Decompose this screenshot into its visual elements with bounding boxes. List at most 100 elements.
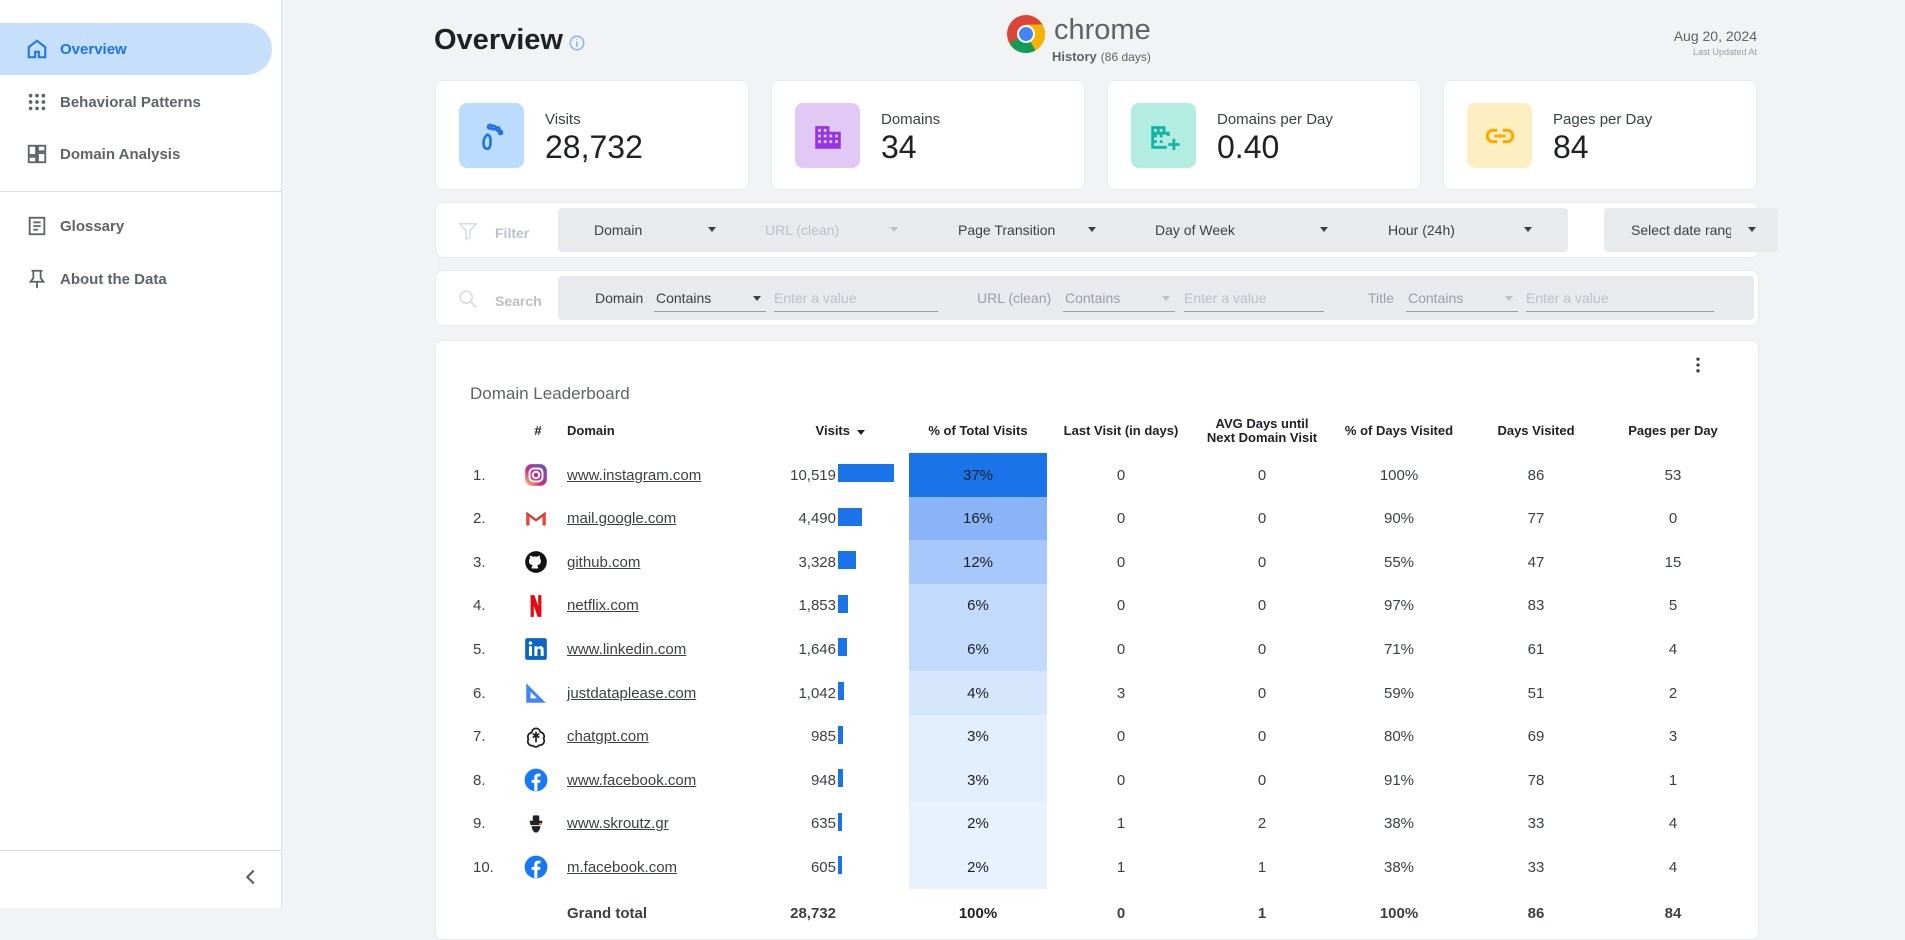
article-icon <box>26 215 48 237</box>
pct-days-cell: 38% <box>1383 815 1415 833</box>
pct-total-cell: 37% <box>909 453 1047 497</box>
facebook-icon <box>523 767 549 793</box>
header-avg-days[interactable]: AVG Days until Next Domain Visit <box>1206 416 1318 445</box>
table-row: 5. www.linkedin.com 1,646 6% 0 0 71% 61 … <box>436 627 1760 672</box>
header-last-visit[interactable]: Last Visit (in days) <box>1063 423 1179 438</box>
last-updated-date: Aug 20, 2024 <box>1673 28 1757 44</box>
pct-days-cell: 71% <box>1383 640 1415 658</box>
search-title-operator[interactable]: Contains <box>1406 284 1518 312</box>
sidebar-item-about-the-data[interactable]: About the Data <box>0 253 272 305</box>
facebook-icon <box>523 854 549 880</box>
filter-bar: Filter Domain URL (clean) Page Transitio… <box>435 202 1778 258</box>
more-vert-icon[interactable] <box>1688 355 1708 375</box>
visits-bar <box>838 551 856 570</box>
pct-total-cell: 2% <box>909 801 1047 846</box>
domain-link[interactable]: github.com <box>567 553 641 571</box>
avg-days-cell: 0 <box>1257 684 1267 702</box>
search-title-input[interactable] <box>1526 284 1714 312</box>
sidebar-item-domain-analysis[interactable]: Domain Analysis <box>0 128 272 180</box>
search-domain-input[interactable] <box>774 284 938 312</box>
filter-url-dropdown[interactable]: URL (clean) <box>765 222 840 238</box>
kpi-pages-per-day: Pages per Day 84 <box>1443 80 1757 190</box>
chevron-down-icon <box>1088 227 1096 232</box>
sidebar: Overview Behavioral Patterns Domain Anal… <box>0 0 282 908</box>
pct-total-cell: 4% <box>909 671 1047 715</box>
avg-days-cell: 0 <box>1257 728 1267 746</box>
set-square-icon <box>523 680 549 706</box>
pct-total-cell: 6% <box>909 583 1047 628</box>
search-url-operator[interactable]: Contains <box>1063 284 1175 312</box>
rank-cell: 1. <box>473 466 486 484</box>
sidebar-item-overview[interactable]: Overview <box>0 23 272 75</box>
domain-link[interactable]: www.instagram.com <box>567 466 702 484</box>
gmail-icon <box>523 506 549 532</box>
search-domain-label: Domain <box>595 290 644 306</box>
building-add-icon <box>1131 103 1196 168</box>
avg-days-cell: 0 <box>1257 553 1267 571</box>
visits-bar <box>838 594 848 613</box>
days-visited-cell: 47 <box>1527 553 1545 571</box>
domain-link[interactable]: www.linkedin.com <box>567 640 687 658</box>
filter-domain-dropdown[interactable]: Domain <box>594 222 643 238</box>
domain-cell: justdataplease.com <box>567 671 696 715</box>
days-visited-cell: 69 <box>1527 728 1545 746</box>
visits-cell: 4,490 <box>798 510 836 528</box>
search-url-input[interactable] <box>1184 284 1324 312</box>
dashboard-icon <box>26 143 48 165</box>
table-row: 8. www.facebook.com 948 3% 0 0 91% 78 1 <box>436 758 1760 803</box>
visits-bar <box>838 682 844 700</box>
avg-days-cell: 0 <box>1257 640 1267 658</box>
rank-cell: 9. <box>473 815 486 833</box>
logo-subtitle: History (86 days) <box>1052 49 1151 64</box>
domain-link[interactable]: m.facebook.com <box>567 858 678 876</box>
visits-cell: 605 <box>810 858 836 876</box>
sort-desc-icon <box>857 430 865 435</box>
pct-days-cell: 97% <box>1383 597 1415 615</box>
header-pct-total-visits[interactable]: % of Total Visits <box>928 423 1028 438</box>
date-range-picker[interactable]: Select date range <box>1604 208 1778 252</box>
chevron-down-icon <box>1162 296 1170 301</box>
domain-cell: www.instagram.com <box>567 453 701 497</box>
visits-cell: 985 <box>810 728 836 746</box>
filter-hour-dropdown[interactable]: Hour (24h) <box>1388 222 1455 238</box>
header-visits[interactable]: Visits <box>815 423 850 438</box>
pct-total-cell: 2% <box>909 845 1047 890</box>
visits-bar <box>838 725 843 744</box>
domain-link[interactable]: mail.google.com <box>567 510 677 528</box>
rank-cell: 6. <box>473 684 486 702</box>
chatgpt-icon <box>523 724 549 750</box>
domain-link[interactable]: www.skroutz.gr <box>567 815 669 833</box>
sidebar-item-label: Glossary <box>60 217 125 235</box>
kpi-label: Visits <box>545 111 581 128</box>
pct-total-cell: 6% <box>909 627 1047 672</box>
header-pages-per-day[interactable]: Pages per Day <box>1628 423 1718 438</box>
pages-per-day-cell: 4 <box>1668 858 1678 876</box>
avg-days-cell: 0 <box>1257 510 1267 528</box>
filter-page-transition-dropdown[interactable]: Page Transition <box>958 222 1056 238</box>
collapse-sidebar-button[interactable] <box>240 866 262 888</box>
domain-link[interactable]: chatgpt.com <box>567 728 649 746</box>
search-domain-operator[interactable]: Contains <box>654 284 766 312</box>
kpi-value: 0.40 <box>1217 129 1280 165</box>
filter-day-of-week-dropdown[interactable]: Day of Week <box>1155 222 1235 238</box>
info-icon[interactable] <box>568 34 586 52</box>
last-visit-cell: 1 <box>1116 858 1126 876</box>
total-pct-cell: 100% <box>909 891 1047 935</box>
header-days-visited[interactable]: Days Visited <box>1497 423 1575 438</box>
rank-cell: 10. <box>473 858 494 876</box>
chevron-down-icon <box>1505 296 1513 301</box>
domain-link[interactable]: www.facebook.com <box>567 771 697 789</box>
domain-link[interactable]: netflix.com <box>567 597 639 615</box>
header-pct-days-visited[interactable]: % of Days Visited <box>1344 423 1454 438</box>
days-visited-cell: 77 <box>1527 510 1545 528</box>
domain-link[interactable]: justdataplease.com <box>567 684 697 702</box>
header-domain[interactable]: Domain <box>567 423 615 438</box>
table-row: 7. chatgpt.com 985 3% 0 0 80% 69 3 <box>436 714 1760 759</box>
sidebar-item-glossary[interactable]: Glossary <box>0 200 272 252</box>
rank-cell: 7. <box>473 728 486 746</box>
sidebar-item-behavioral-patterns[interactable]: Behavioral Patterns <box>0 76 272 128</box>
chevron-down-icon <box>1320 227 1328 232</box>
visits-bar <box>838 856 842 875</box>
pct-days-cell: 100% <box>1379 466 1419 484</box>
avg-days-cell: 0 <box>1257 466 1267 484</box>
